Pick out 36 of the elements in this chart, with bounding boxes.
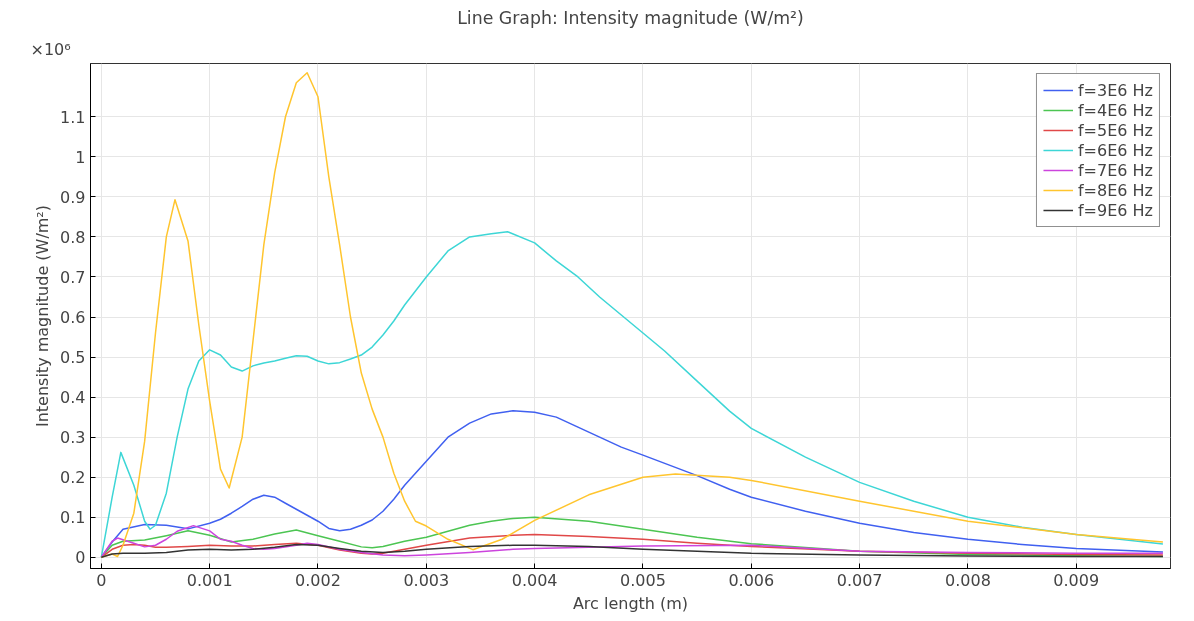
y-tick-label: 0.3 xyxy=(60,428,86,448)
y-tick-label: 0.4 xyxy=(60,388,86,408)
y-tick-label: 0.2 xyxy=(60,468,86,488)
x-tick-label: 0.009 xyxy=(1053,570,1100,590)
x-tick-label: 0 xyxy=(96,570,107,590)
x-tick-label: 0.007 xyxy=(836,570,883,590)
line-series xyxy=(100,524,1164,559)
x-tick-label: 0.003 xyxy=(403,570,450,590)
x-tick-label: 0.005 xyxy=(620,570,666,590)
y-tick-label: 0.5 xyxy=(60,348,86,368)
legend-label: f=8E6 Hz xyxy=(1077,180,1153,200)
y-tick-label: 1.1 xyxy=(60,107,86,127)
line-series xyxy=(100,543,1164,559)
y-tick-label: 0.1 xyxy=(60,508,86,528)
x-tick-label: 0.008 xyxy=(945,570,991,590)
y-tick-label: 0.9 xyxy=(60,187,86,207)
x-tick-label: 0.004 xyxy=(511,570,558,590)
y-tick-label: 0.6 xyxy=(60,308,86,327)
y-tick-label: 1 xyxy=(75,147,86,167)
x-tick-label: 0.001 xyxy=(186,570,233,590)
y-tick-label: 0.7 xyxy=(60,267,86,287)
legend-label: f=6E6 Hz xyxy=(1077,140,1153,160)
line-series xyxy=(100,230,1164,559)
legend-label: f=5E6 Hz xyxy=(1077,120,1153,140)
x-axis-title: Arc length (m) xyxy=(572,593,689,613)
x-tick-label: 0.002 xyxy=(295,570,341,590)
y-tick-label: 0.8 xyxy=(60,227,86,247)
legend-label: f=7E6 Hz xyxy=(1077,160,1153,180)
legend-label: f=4E6 Hz xyxy=(1077,100,1153,120)
y-axis-title: Intensity magnitude (W/m²) xyxy=(33,204,53,428)
chart-title: Line Graph: Intensity magnitude (W/m²) xyxy=(457,7,804,28)
legend-label: f=3E6 Hz xyxy=(1077,80,1153,100)
legend-label: f=9E6 Hz xyxy=(1077,200,1153,220)
x-tick-label: 0.006 xyxy=(728,570,775,590)
y-tick-label: 0 xyxy=(75,548,86,568)
text: ×10⁶ xyxy=(30,39,71,59)
